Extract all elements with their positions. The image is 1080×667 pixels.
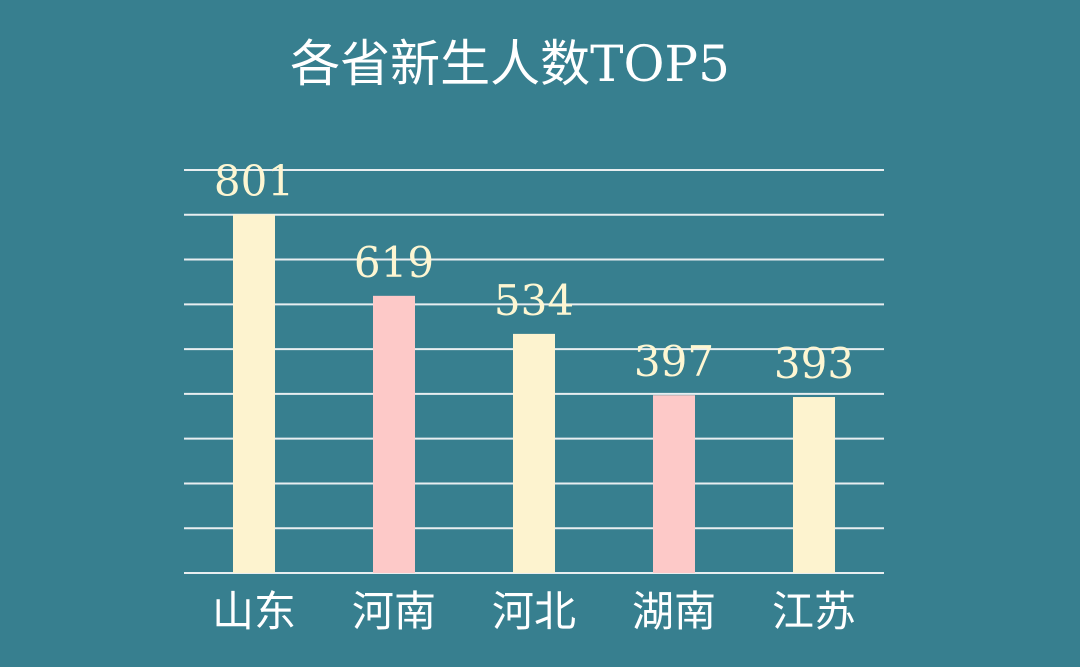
bar (233, 214, 275, 573)
x-tick-label: 河南 (352, 587, 436, 636)
x-tick-label: 山东 (212, 587, 296, 636)
value-label: 393 (774, 339, 854, 388)
bar (513, 333, 555, 573)
x-tick-label: 湖南 (632, 587, 716, 636)
x-tick-label: 河北 (492, 587, 576, 636)
x-tick-label: 江苏 (772, 587, 856, 636)
value-label: 801 (214, 156, 294, 205)
bar (373, 295, 415, 573)
value-label: 397 (634, 337, 714, 386)
bar (653, 395, 695, 573)
value-label: 534 (494, 276, 574, 325)
bar (793, 397, 835, 573)
value-label: 619 (354, 238, 434, 287)
chart-title: 各省新生人数TOP5 (290, 35, 730, 93)
